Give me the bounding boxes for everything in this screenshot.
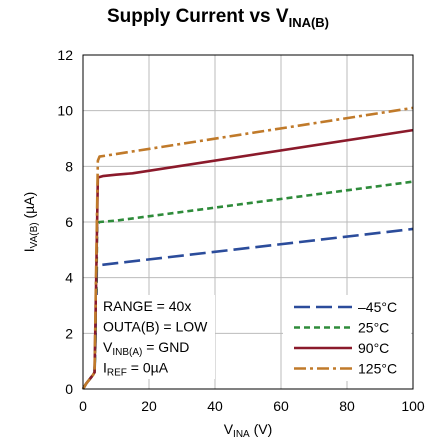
annotation-sub: REF bbox=[107, 368, 127, 379]
series-layer bbox=[81, 106, 414, 390]
annotations: RANGE = 40x OUTA(B) = LOW VINB(A) = GND IRE… bbox=[103, 298, 208, 379]
plot-frame bbox=[82, 54, 414, 390]
series-line-3 bbox=[81, 106, 414, 390]
x-axis-label: VINA (V) bbox=[224, 421, 273, 440]
chart-title-text: Supply Current vs V bbox=[106, 6, 289, 27]
chart-title: Supply Current vs VINA(B) bbox=[0, 6, 436, 30]
annotation-main: OUTA(B) = LOW bbox=[103, 319, 208, 335]
annotation-line: OUTA(B) = LOW bbox=[103, 319, 208, 335]
x-axis-ticks: 0 20 40 60 80 100 bbox=[79, 398, 425, 414]
y-tick-label: 6 bbox=[65, 214, 73, 230]
x-tick-label: 60 bbox=[273, 398, 289, 414]
legend-label: 25°C bbox=[358, 320, 389, 336]
y-axis-label: IVA(B) (µA) bbox=[21, 192, 40, 252]
x-tick-label: 80 bbox=[339, 398, 355, 414]
annotation-main: RANGE = 40x bbox=[103, 298, 191, 314]
annotation-main: V bbox=[103, 339, 113, 355]
annotation-rest: = 0µA bbox=[127, 360, 169, 376]
legend-box bbox=[283, 295, 411, 381]
annotation-line: IREF = 0µA bbox=[103, 360, 169, 379]
annotation-box bbox=[97, 295, 215, 379]
annotation-sub: INB(A) bbox=[112, 347, 142, 358]
y-tick-label: 10 bbox=[57, 103, 73, 119]
chart-title-subscript: INA(B) bbox=[288, 14, 330, 30]
y-axis-ticks: 0 2 4 6 8 10 12 bbox=[57, 47, 73, 397]
x-tick-label: 40 bbox=[207, 398, 223, 414]
y-tick-label: 2 bbox=[65, 325, 73, 341]
legend: –45°C 25°C 90°C 125°C bbox=[294, 299, 397, 377]
annotation-rest: = GND bbox=[142, 339, 189, 355]
y-tick-label: 4 bbox=[65, 270, 73, 286]
x-tick-label: 20 bbox=[141, 398, 157, 414]
annotation-main: I bbox=[103, 360, 107, 376]
y-tick-label: 0 bbox=[65, 381, 73, 397]
y-tick-label: 12 bbox=[57, 47, 73, 63]
legend-label: 125°C bbox=[358, 361, 397, 377]
y-tick-label: 8 bbox=[65, 158, 73, 174]
legend-label: –45°C bbox=[358, 299, 397, 315]
annotation-line: VINB(A) = GND bbox=[103, 339, 189, 358]
x-tick-label: 100 bbox=[401, 398, 425, 414]
annotation-line: RANGE = 40x bbox=[103, 298, 191, 314]
legend-label: 90°C bbox=[358, 340, 389, 356]
x-tick-label: 0 bbox=[79, 398, 87, 414]
